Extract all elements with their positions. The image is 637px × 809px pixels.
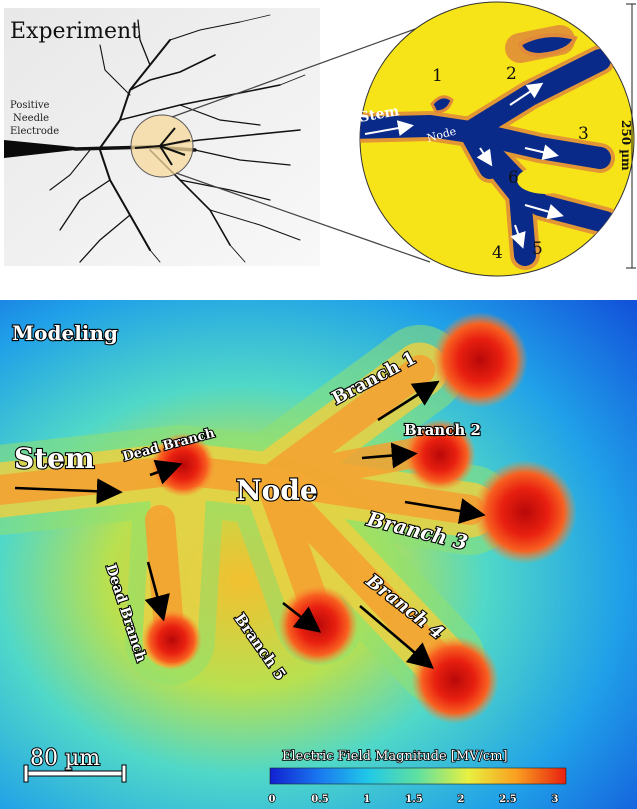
experiment-title: Experiment — [10, 19, 140, 44]
colorbar: Electric Field Magnitude [MV/cm] 0 0.5 1… — [268, 748, 567, 806]
zoom-branch-3: 3 — [578, 124, 589, 144]
zoom-branch-6: 6 — [508, 168, 519, 188]
zoom-connector-top — [171, 19, 441, 118]
zoom-blob-1 — [430, 95, 454, 114]
tip-branch2 — [404, 419, 476, 491]
zoom-branch-5: 5 — [532, 239, 543, 259]
arrow-branch5 — [282, 601, 322, 633]
zoom-branch-numbers: 1 2 3 4 5 6 — [432, 64, 589, 263]
zoom-branch-2: 2 — [506, 64, 517, 84]
colorbar-gradient — [269, 767, 567, 785]
electrode-label-line-3: Electrode — [10, 126, 59, 137]
arrow-dead-branch-left — [144, 561, 170, 622]
colorbar-tick: 3 — [552, 794, 559, 805]
colorbar-tick: 0.5 — [311, 794, 328, 805]
experiment-panel: Experiment Positive Needle Electrode — [4, 1, 636, 277]
tip-branch3 — [473, 460, 577, 564]
arrow-branch1 — [377, 380, 440, 422]
scale-bar-label: 80 µm — [30, 746, 100, 771]
zoom-flow-arrows — [364, 82, 564, 249]
field-halos — [0, 325, 515, 705]
colorbar-tick: 0 — [269, 794, 276, 805]
arrow-dead-branch-top — [149, 459, 183, 485]
label-stem: Stem — [14, 442, 95, 475]
electrode-label: Positive Needle Electrode — [10, 100, 59, 137]
colorbar-ticks: 0 0.5 1 1.5 2 2.5 3 — [268, 793, 559, 805]
needle-electrode — [4, 140, 75, 158]
scale-bar: 80 µm — [23, 745, 127, 783]
label-node: Node — [236, 474, 318, 507]
colorbar-tick: 2.5 — [499, 794, 516, 805]
modeling-title: Modeling — [12, 321, 118, 345]
tip-branch4 — [411, 636, 499, 724]
colorbar-tick: 1 — [364, 794, 371, 805]
flow-arrows — [14, 380, 486, 670]
zoom-stem-label: Stem — [358, 103, 401, 126]
electrode-label-line-1: Positive — [10, 100, 50, 111]
colorbar-tick: 2 — [458, 794, 465, 805]
zoom-branch-4: 4 — [492, 243, 503, 263]
colorbar-tick: 1.5 — [405, 794, 422, 805]
zoom-blob-top — [517, 33, 578, 58]
arrow-stem — [14, 478, 123, 505]
arrow-branch2 — [361, 442, 418, 469]
colorbar-title: Electric Field Magnitude [MV/cm] — [282, 749, 508, 764]
arrow-branch3 — [404, 498, 486, 524]
zoom-branch-1: 1 — [432, 66, 443, 86]
zoom-connector-bottom — [175, 172, 431, 263]
arrow-branch4 — [359, 605, 434, 670]
tip-branch1 — [432, 312, 528, 408]
modeling-panel: Modeling Stem Node Dead Branch Dead Bran… — [0, 300, 637, 809]
electrode-label-line-2: Needle — [13, 113, 49, 124]
zoom-region-branches — [134, 127, 191, 166]
zoom-inner-island — [517, 166, 573, 194]
tip-dead-branch-left — [142, 610, 202, 670]
zoom-circle: Stem Node 1 2 3 4 5 6 — [358, 1, 635, 277]
label-branch2: Branch 2 — [404, 421, 481, 439]
scale-bar-line — [25, 770, 125, 777]
tip-branch5 — [278, 585, 358, 665]
zoom-scale: 250 µm — [619, 3, 636, 269]
zoom-scale-label: 250 µm — [619, 120, 633, 171]
